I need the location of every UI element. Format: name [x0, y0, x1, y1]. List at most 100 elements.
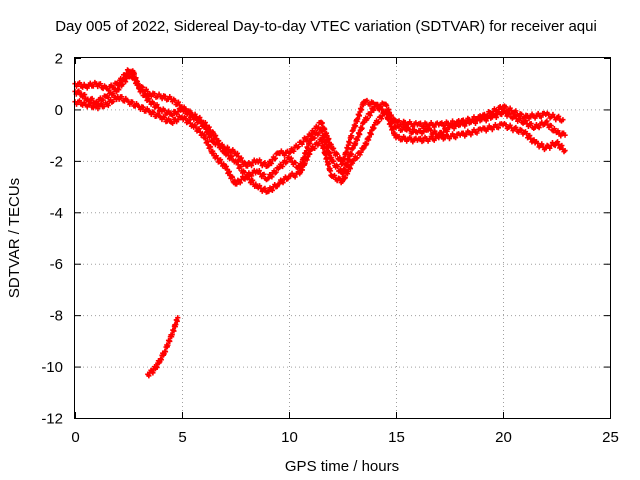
data-point — [439, 120, 445, 126]
data-point — [367, 102, 373, 108]
data-point — [322, 126, 328, 132]
data-point — [544, 118, 550, 124]
data-point — [137, 106, 144, 112]
data-point — [386, 117, 392, 123]
data-point — [312, 145, 318, 152]
data-point — [396, 118, 402, 124]
data-point — [207, 144, 214, 150]
x-tick-label: 25 — [602, 429, 619, 446]
data-point — [347, 140, 353, 146]
data-point — [82, 91, 88, 98]
data-point — [292, 174, 298, 180]
data-point — [135, 82, 141, 89]
data-point — [528, 120, 534, 127]
data-point — [292, 160, 299, 166]
data-point — [151, 109, 157, 116]
data-point — [108, 82, 114, 88]
data-point — [423, 121, 430, 127]
data-point — [105, 102, 111, 109]
y-tick-label: -10 — [41, 359, 63, 376]
data-point — [516, 129, 522, 135]
data-point — [316, 130, 322, 136]
data-point — [562, 132, 568, 138]
data-point — [182, 116, 189, 122]
data-point — [265, 162, 272, 168]
data-point — [119, 94, 125, 100]
data-point — [90, 83, 96, 89]
x-tick-label: 15 — [388, 429, 405, 446]
data-point — [449, 131, 456, 137]
data-point — [217, 157, 224, 163]
data-point — [335, 164, 341, 170]
data-point — [547, 145, 553, 151]
data-point — [154, 102, 160, 108]
x-axis-label: GPS time / hours — [285, 458, 399, 475]
data-point — [407, 134, 413, 140]
data-point — [463, 131, 469, 138]
data-point — [349, 133, 355, 139]
data-point — [284, 159, 290, 165]
data-point — [527, 132, 533, 139]
data-point — [169, 332, 175, 338]
data-point — [165, 342, 171, 348]
data-point — [327, 168, 334, 174]
data-point — [331, 172, 338, 179]
data-point — [80, 102, 86, 108]
data-point — [272, 155, 278, 161]
data-point — [120, 76, 126, 82]
data-point — [367, 112, 373, 119]
data-point — [134, 78, 141, 85]
data-point — [89, 95, 95, 102]
data-point — [110, 98, 116, 105]
data-point — [281, 152, 288, 158]
data-point — [417, 120, 424, 126]
data-point — [341, 156, 348, 162]
data-point — [326, 161, 332, 167]
data-point — [196, 126, 202, 132]
data-point — [256, 183, 263, 189]
data-point — [122, 73, 129, 80]
data-point — [162, 115, 168, 121]
data-point — [319, 138, 325, 144]
data-point — [159, 96, 165, 102]
data-point — [162, 349, 169, 355]
data-point — [538, 114, 544, 120]
data-point — [548, 123, 554, 129]
x-tick-label: 0 — [71, 429, 79, 446]
data-point — [76, 98, 83, 104]
data-point — [127, 69, 133, 75]
data-point — [110, 91, 116, 97]
data-point — [359, 107, 365, 113]
data-point — [399, 121, 405, 128]
data-point — [321, 145, 327, 151]
data-point — [241, 169, 248, 175]
data-point — [489, 127, 495, 133]
y-tick-label: -6 — [50, 256, 63, 273]
data-point — [90, 105, 96, 111]
data-point — [273, 169, 279, 175]
data-point — [299, 167, 305, 173]
data-point — [193, 124, 199, 130]
data-point — [148, 93, 155, 99]
data-point — [159, 108, 165, 115]
data-point — [280, 180, 286, 186]
data-point — [288, 155, 294, 161]
data-point — [131, 73, 137, 80]
data-point — [552, 142, 558, 149]
data-point — [234, 150, 241, 156]
data-point — [555, 128, 561, 134]
data-point — [343, 149, 349, 155]
data-point — [379, 113, 385, 119]
data-point — [354, 155, 360, 161]
data-point — [140, 84, 146, 90]
data-point — [140, 104, 146, 110]
y-tick-label: 2 — [55, 51, 63, 68]
data-point — [185, 108, 192, 114]
data-point — [256, 157, 263, 163]
data-point — [261, 171, 267, 177]
data-point — [371, 107, 377, 113]
data-point — [442, 122, 448, 128]
data-marks — [72, 67, 568, 379]
data-point — [129, 99, 136, 105]
data-point — [101, 103, 107, 110]
